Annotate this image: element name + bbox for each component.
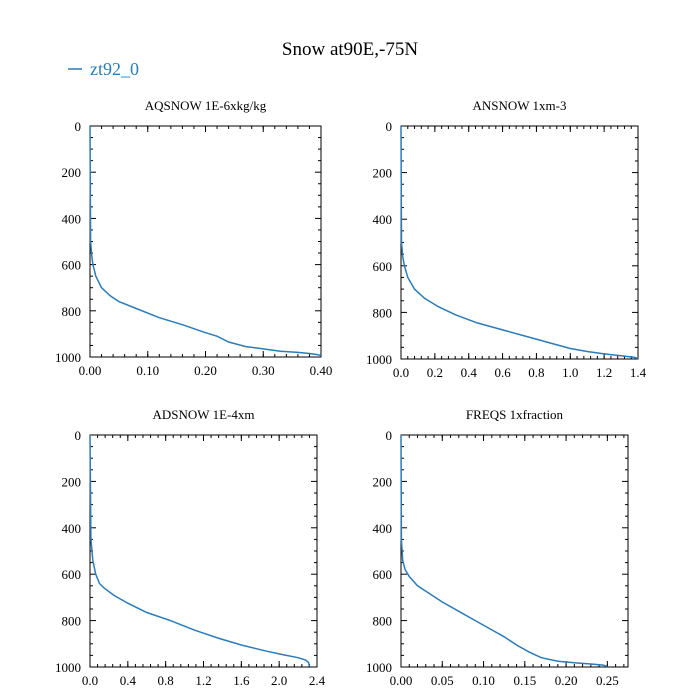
x-tick-label: 0.20 xyxy=(194,363,217,378)
x-tick-label: 0.4 xyxy=(120,673,137,688)
plot-frame xyxy=(400,125,639,360)
panel-title: ADSNOW 1E-4xm xyxy=(153,407,255,422)
x-tick-label: 0.6 xyxy=(494,365,511,380)
x-tick-label: 0.8 xyxy=(528,365,544,380)
y-tick-label: 600 xyxy=(373,259,393,274)
y-tick-label: 200 xyxy=(62,165,82,180)
series-line-zt92_0 xyxy=(400,434,608,668)
x-tick-label: 0.15 xyxy=(513,673,536,688)
x-tick-label: 0.0 xyxy=(82,673,98,688)
x-tick-label: 0.8 xyxy=(158,673,174,688)
plot-frame xyxy=(400,434,629,668)
x-tick-label: 0.10 xyxy=(472,673,495,688)
panel-title: FREQS 1xfraction xyxy=(466,407,564,422)
panel-title: AQSNOW 1E-6xkg/kg xyxy=(145,98,267,113)
x-tick-label: 2.4 xyxy=(309,673,326,688)
y-tick-label: 0 xyxy=(386,428,393,443)
x-tick-label: 1.2 xyxy=(195,673,211,688)
x-tick-label: 2.0 xyxy=(271,673,287,688)
y-tick-label: 200 xyxy=(373,166,393,181)
y-tick-label: 400 xyxy=(62,521,82,536)
figure-title: Snow at90E,-75N xyxy=(282,39,418,60)
x-tick-label: 0.05 xyxy=(431,673,454,688)
series-line-zt92_0 xyxy=(89,434,311,667)
y-tick-label: 400 xyxy=(373,212,393,227)
y-tick-label: 0 xyxy=(75,119,82,134)
y-tick-label: 800 xyxy=(62,614,82,629)
x-tick-label: 1.2 xyxy=(596,365,612,380)
x-tick-label: 0.00 xyxy=(79,363,102,378)
legend-label-zt92_0: zt92_0 xyxy=(90,59,139,79)
y-tick-label: 600 xyxy=(62,258,82,273)
x-tick-label: 0.10 xyxy=(136,363,159,378)
y-tick-label: 1000 xyxy=(366,660,392,675)
y-tick-label: 600 xyxy=(62,567,82,582)
y-tick-label: 200 xyxy=(62,474,82,489)
x-tick-label: 0.40 xyxy=(310,363,333,378)
y-tick-label: 400 xyxy=(373,521,393,536)
legend: zt92_0 xyxy=(68,59,139,79)
y-tick-label: 0 xyxy=(75,428,82,443)
plot-frame xyxy=(89,125,322,358)
x-tick-label: 0.25 xyxy=(596,673,619,688)
y-tick-label: 1000 xyxy=(366,352,392,367)
y-tick-label: 0 xyxy=(386,119,393,134)
x-tick-label: 0.0 xyxy=(393,365,409,380)
plot-frame xyxy=(89,434,318,668)
series-line-zt92_0 xyxy=(400,125,639,360)
y-tick-label: 200 xyxy=(373,474,393,489)
x-tick-label: 1.4 xyxy=(630,365,647,380)
y-tick-label: 600 xyxy=(373,567,393,582)
x-tick-label: 0.2 xyxy=(427,365,443,380)
y-tick-label: 1000 xyxy=(55,350,81,365)
y-tick-label: 1000 xyxy=(55,660,81,675)
x-tick-label: 0.30 xyxy=(252,363,275,378)
y-tick-label: 800 xyxy=(373,614,393,629)
x-tick-label: 0.20 xyxy=(555,673,578,688)
x-tick-label: 0.00 xyxy=(390,673,413,688)
series-line-zt92_0 xyxy=(89,125,322,357)
panel-title: ANSNOW 1xm-3 xyxy=(472,98,566,113)
x-tick-label: 1.0 xyxy=(562,365,578,380)
y-tick-label: 800 xyxy=(62,304,82,319)
y-tick-label: 800 xyxy=(373,305,393,320)
x-tick-label: 0.4 xyxy=(461,365,478,380)
y-tick-label: 400 xyxy=(62,211,82,226)
x-tick-label: 1.6 xyxy=(233,673,250,688)
